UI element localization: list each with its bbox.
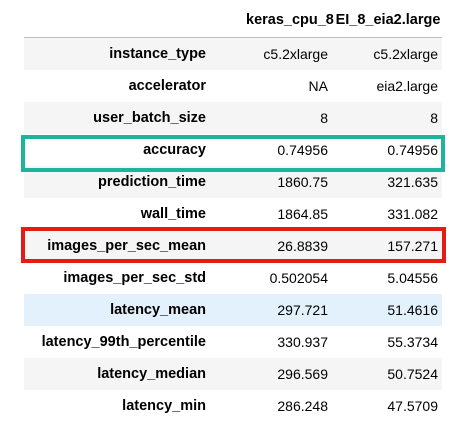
results-table: keras_cpu_8 EI_8_eia2.large instance_typ… [24, 0, 442, 422]
column-header-keras-cpu-8: keras_cpu_8 [246, 12, 334, 28]
cell-ei-8-eia2-large: 5.04556 [387, 270, 438, 286]
table-header-row: keras_cpu_8 EI_8_eia2.large [24, 0, 442, 38]
table-row-latency-mean: latency_mean 297.721 51.4616 [24, 294, 442, 326]
table-row-latency-99th-percentile: latency_99th_percentile 330.937 55.3734 [24, 326, 442, 358]
cell-ei-8-eia2-large: 51.4616 [387, 302, 438, 318]
row-label: latency_median [97, 366, 206, 382]
table-row-accuracy: accuracy 0.74956 0.74956 [24, 134, 442, 166]
row-label: wall_time [140, 206, 206, 222]
table-row-images-per-sec-std: images_per_sec_std 0.502054 5.04556 [24, 262, 442, 294]
cell-ei-8-eia2-large: 50.7524 [387, 366, 438, 382]
row-label: latency_99th_percentile [41, 334, 206, 350]
cell-keras-cpu-8: 8 [320, 110, 328, 126]
cell-ei-8-eia2-large: 0.74956 [387, 142, 438, 158]
column-header-ei-8-eia2-large: EI_8_eia2.large [335, 12, 441, 28]
cell-keras-cpu-8: 0.74956 [277, 142, 328, 158]
cell-keras-cpu-8: 0.502054 [269, 270, 328, 286]
table-row-images-per-sec-mean: images_per_sec_mean 26.8839 157.271 [24, 230, 442, 262]
table-row-wall-time: wall_time 1864.85 331.082 [24, 198, 442, 230]
table-row-instance-type: instance_type c5.2xlarge c5.2xlarge [24, 38, 442, 70]
cell-ei-8-eia2-large: c5.2xlarge [373, 46, 438, 62]
cell-keras-cpu-8: 296.569 [277, 366, 328, 382]
table-row-user-batch-size: user_batch_size 8 8 [24, 102, 442, 134]
row-label: images_per_sec_std [63, 270, 206, 286]
cell-keras-cpu-8: 297.721 [277, 302, 328, 318]
cell-keras-cpu-8: 26.8839 [277, 238, 328, 254]
table-row-prediction-time: prediction_time 1860.75 321.635 [24, 166, 442, 198]
table-row-accelerator: accelerator NA eia2.large [24, 70, 442, 102]
row-label: accuracy [143, 142, 206, 158]
cell-ei-8-eia2-large: 8 [430, 110, 438, 126]
cell-keras-cpu-8: 330.937 [277, 334, 328, 350]
cell-ei-8-eia2-large: 321.635 [387, 174, 438, 190]
row-label: images_per_sec_mean [47, 238, 206, 254]
cell-keras-cpu-8: 1864.85 [277, 206, 328, 222]
cell-keras-cpu-8: 286.248 [277, 398, 328, 414]
cell-keras-cpu-8: c5.2xlarge [263, 46, 328, 62]
cell-ei-8-eia2-large: eia2.large [376, 78, 439, 94]
row-label: prediction_time [98, 174, 206, 190]
row-label: user_batch_size [93, 110, 206, 126]
cell-ei-8-eia2-large: 331.082 [387, 206, 438, 222]
cell-ei-8-eia2-large: 47.5709 [387, 398, 438, 414]
cell-ei-8-eia2-large: 157.271 [387, 238, 438, 254]
row-label: accelerator [128, 78, 206, 94]
row-label: instance_type [109, 46, 206, 62]
row-label: latency_min [122, 398, 206, 414]
table-row-latency-median: latency_median 296.569 50.7524 [24, 358, 442, 390]
cell-ei-8-eia2-large: 55.3734 [387, 334, 438, 350]
table-row-latency-min: latency_min 286.248 47.5709 [24, 390, 442, 422]
row-label: latency_mean [110, 302, 206, 318]
cell-keras-cpu-8: NA [308, 78, 328, 94]
cell-keras-cpu-8: 1860.75 [277, 174, 328, 190]
